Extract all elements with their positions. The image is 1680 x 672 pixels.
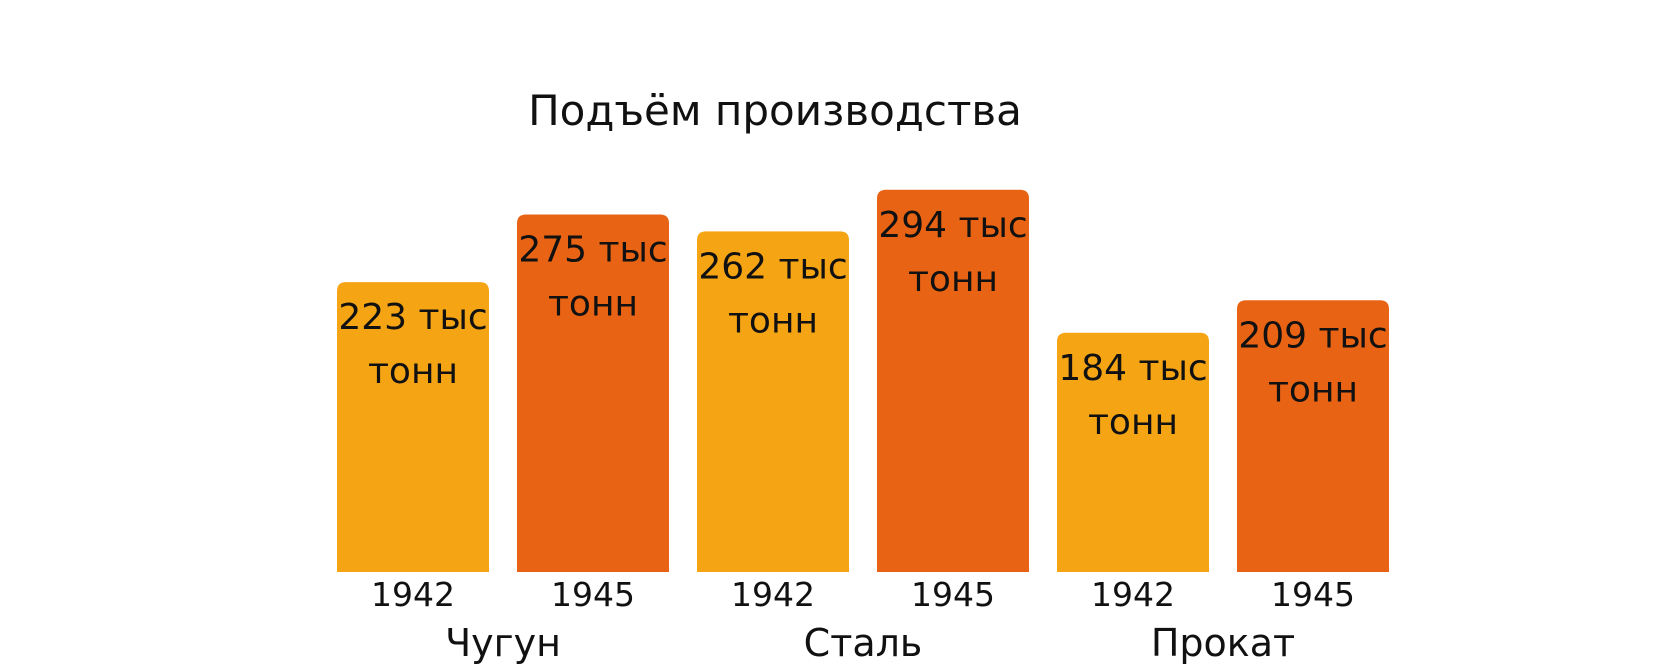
bar-value-label: 275 тыс <box>518 230 667 271</box>
bars-layer: 223 тыс тонн 1942 275 тыс тонн 1945 Чугун 262 т… <box>337 189 1389 665</box>
bar-unit-label: тонн <box>368 351 458 392</box>
year-tick-label: 1945 <box>1271 575 1355 614</box>
bar-group-2: 262 тыс тонн 1942 294 тыс тонн 1945 Сталь <box>697 189 1029 665</box>
bar-value-label: 223 тыс <box>338 297 487 338</box>
bar-unit-label: тонн <box>728 300 818 341</box>
bar-group-1: 223 тыс тонн 1942 275 тыс тонн 1945 Чугун <box>337 214 669 665</box>
bar-value-label: 294 тыс <box>878 205 1027 246</box>
bar-Сталь-1945 <box>877 189 1029 573</box>
category-label: Прокат <box>1151 621 1295 665</box>
category-label: Сталь <box>804 621 923 665</box>
bar-value-label: 184 тыс <box>1058 348 1207 389</box>
bar-Сталь-1942 <box>697 231 849 572</box>
bar-group-3: 184 тыс тонн 1942 209 тыс тонн 1945 Прокат <box>1057 300 1389 665</box>
year-tick-label: 1945 <box>911 575 995 614</box>
year-tick-label: 1942 <box>1091 575 1175 614</box>
bar-Чугун-1945 <box>517 214 669 572</box>
bar-value-label: 262 тыс <box>698 246 847 287</box>
bar-Прокат-1942 <box>1057 332 1209 572</box>
category-label: Чугун <box>445 621 561 665</box>
bar-unit-label: тонн <box>1088 402 1178 443</box>
year-tick-label: 1945 <box>551 575 635 614</box>
year-tick-label: 1942 <box>731 575 815 614</box>
chart-title: Подъём производства <box>528 86 1022 135</box>
year-tick-label: 1942 <box>371 575 455 614</box>
bar-unit-label: тонн <box>908 259 998 300</box>
bar-Чугун-1942 <box>337 282 489 572</box>
bar-Прокат-1945 <box>1237 300 1389 572</box>
bar-unit-label: тонн <box>1268 369 1358 410</box>
bar-value-label: 209 тыс <box>1238 315 1387 356</box>
bar-unit-label: тонн <box>548 284 638 325</box>
